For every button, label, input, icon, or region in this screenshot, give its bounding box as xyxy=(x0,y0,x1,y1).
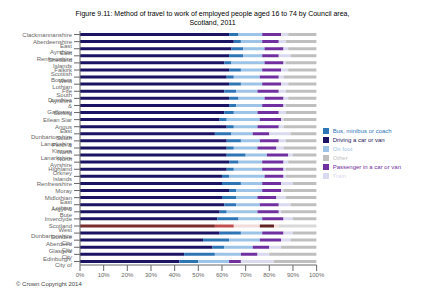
svg-text:Inverclyde: Inverclyde xyxy=(45,216,73,222)
svg-text:Clackmannanshire: Clackmannanshire xyxy=(22,32,72,38)
svg-text:40%: 40% xyxy=(169,272,182,278)
svg-text:0%: 0% xyxy=(76,272,85,278)
svg-text:Edinburgh,City of: Edinburgh,City of xyxy=(43,256,72,268)
svg-text:Moray: Moray xyxy=(55,188,72,194)
svg-text:Eilean Siar: Eilean Siar xyxy=(43,117,72,123)
svg-text:Stirling: Stirling xyxy=(54,110,72,116)
svg-text:20%: 20% xyxy=(121,272,134,278)
svg-text:30%: 30% xyxy=(145,272,158,278)
svg-text:60%: 60% xyxy=(216,272,229,278)
svg-text:70%: 70% xyxy=(240,272,253,278)
svg-text:90%: 90% xyxy=(287,272,300,278)
svg-text:Renfrewshire: Renfrewshire xyxy=(37,181,73,187)
svg-text:50%: 50% xyxy=(192,272,205,278)
svg-text:80%: 80% xyxy=(263,272,276,278)
svg-text:100%: 100% xyxy=(309,272,325,278)
svg-text:10%: 10% xyxy=(98,272,111,278)
